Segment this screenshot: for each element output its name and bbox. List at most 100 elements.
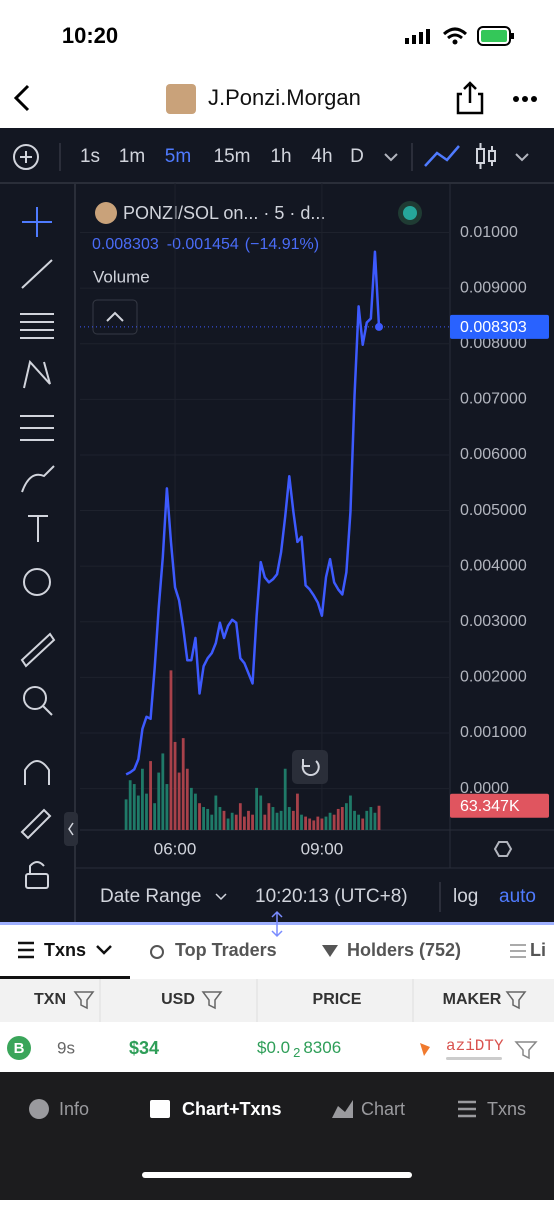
tab[interactable]: Txns xyxy=(44,940,86,960)
more-button[interactable] xyxy=(513,96,537,102)
filter-icon[interactable] xyxy=(201,991,223,1010)
auto-toggle[interactable]: auto xyxy=(499,886,536,907)
volume-bar xyxy=(242,816,246,830)
price: $0.0 2 8306 xyxy=(257,1038,341,1060)
share-button[interactable] xyxy=(456,81,484,115)
timeframe[interactable]: 1s xyxy=(80,146,100,167)
timeframe[interactable]: 15m xyxy=(214,146,251,167)
column-header: TXN xyxy=(34,991,66,1008)
volume-bar xyxy=(304,816,307,830)
volume-bar xyxy=(165,784,169,830)
collapse-legend[interactable] xyxy=(92,299,138,335)
tab[interactable]: Li xyxy=(530,940,546,960)
timeframe[interactable]: 5m xyxy=(165,146,191,167)
y-tick-label: 0.003000 xyxy=(460,613,527,630)
timeframe[interactable]: 1h xyxy=(270,146,291,167)
reset-icon xyxy=(301,759,320,776)
volume-bar xyxy=(222,810,226,830)
timeframe[interactable]: 1m xyxy=(119,146,145,167)
timezone[interactable]: 10:20:13 (UTC+8) xyxy=(255,886,408,907)
y-tick-label: 0.006000 xyxy=(460,446,527,463)
line-style-button[interactable] xyxy=(424,145,460,167)
x-tick-label: 06:00 xyxy=(154,839,197,858)
nav-item[interactable]: Info xyxy=(59,1099,89,1119)
volume-bar xyxy=(279,810,283,830)
table-header-bg xyxy=(0,979,554,1022)
volume-bar xyxy=(357,814,361,830)
volume-bar xyxy=(361,818,365,830)
volume-bar xyxy=(198,803,201,830)
nav-item[interactable]: Chart+Txns xyxy=(182,1099,282,1119)
volume-bar xyxy=(275,812,279,830)
filter-icon[interactable] xyxy=(505,991,527,1010)
y-tick-label: 0.009000 xyxy=(460,279,527,296)
y-tick-label: 0.0000 xyxy=(460,780,509,797)
tab-icon xyxy=(18,941,34,959)
volume-bar xyxy=(296,793,299,830)
dropdown xyxy=(215,893,227,901)
volume-bar xyxy=(124,799,128,830)
filter-icon[interactable] xyxy=(73,991,95,1010)
volume-bar xyxy=(340,807,344,830)
y-tick-label: 0.008000 xyxy=(460,335,527,352)
volume-bar xyxy=(271,807,275,830)
page-title: J.Ponzi.Morgan xyxy=(208,85,361,110)
last-price-badge xyxy=(450,314,549,339)
volume-bar xyxy=(365,810,369,830)
status-dot xyxy=(403,206,417,220)
volume-bar xyxy=(259,795,263,830)
dropdown xyxy=(96,945,112,955)
price-rest: 8306 xyxy=(303,1038,341,1057)
volume-bar xyxy=(218,807,222,830)
volume-bar xyxy=(344,803,348,830)
settings-button[interactable] xyxy=(493,841,513,857)
tab-icon xyxy=(510,944,526,958)
volume-bar xyxy=(141,768,144,830)
legend-close: 0.008303 xyxy=(92,236,159,253)
volume-bar xyxy=(189,787,193,830)
date-range[interactable]: Date Range xyxy=(100,886,201,907)
collapse-toolbar[interactable] xyxy=(64,812,78,846)
tab[interactable]: Holders (752) xyxy=(347,940,461,960)
y-tick-label: 0.002000 xyxy=(460,669,527,686)
volume-bar xyxy=(185,768,189,830)
column-header: MAKER xyxy=(443,991,502,1008)
volume-bar xyxy=(316,816,320,830)
column-header: PRICE xyxy=(313,991,362,1008)
side-badge xyxy=(7,1036,31,1060)
price-line xyxy=(125,250,381,776)
drawing-tools xyxy=(20,207,56,889)
timeframe[interactable]: 4h xyxy=(311,146,332,167)
nav-item[interactable]: Txns xyxy=(487,1099,526,1119)
table-header: TXN USD PRICE MAKER xyxy=(34,979,527,1022)
volume-bar xyxy=(153,803,157,830)
dropdown[interactable] xyxy=(515,153,529,162)
maker-bar xyxy=(446,1057,502,1060)
volume-bar xyxy=(247,810,250,830)
back-button[interactable] xyxy=(13,84,30,112)
symbol-icon xyxy=(95,202,117,224)
nav-icon xyxy=(150,1100,170,1118)
volume-bar xyxy=(145,793,148,830)
filter-icon[interactable] xyxy=(514,1041,538,1060)
last-volume-label: 63.347K xyxy=(460,798,520,815)
add-button[interactable] xyxy=(13,144,39,170)
volume-bar xyxy=(238,803,242,830)
volume-bar xyxy=(157,772,161,830)
top-bg xyxy=(0,0,554,128)
tab[interactable]: Top Traders xyxy=(175,940,277,960)
volume-bar xyxy=(169,670,173,830)
candle-style-button[interactable] xyxy=(476,143,496,169)
timeframe[interactable]: D xyxy=(350,146,364,167)
volume-bar xyxy=(291,810,295,830)
status-icons xyxy=(405,26,514,46)
tab-icon xyxy=(322,945,338,957)
legend-percent: (−14.91%) xyxy=(245,236,319,253)
log-toggle[interactable]: log xyxy=(453,886,478,907)
last-price-label: 0.008303 xyxy=(460,319,527,336)
price-prefix: $0.0 xyxy=(257,1038,290,1057)
nav-item[interactable]: Chart xyxy=(361,1099,405,1119)
dropdown[interactable] xyxy=(384,153,398,162)
maker[interactable]: aziDTY xyxy=(446,1037,504,1055)
